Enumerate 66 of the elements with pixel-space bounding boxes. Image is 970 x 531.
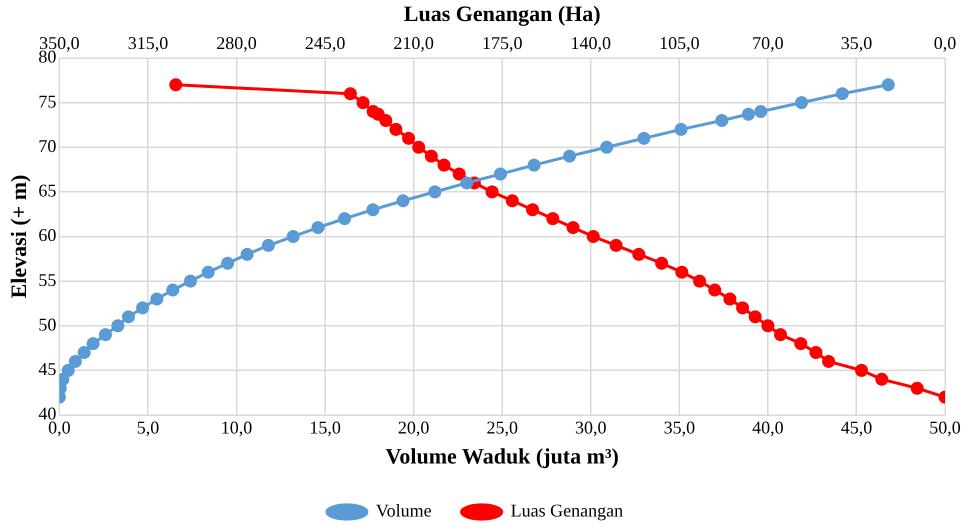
point xyxy=(366,203,380,216)
y-tick-label: 70 xyxy=(38,136,56,156)
point xyxy=(136,301,150,314)
y-tick-label: 55 xyxy=(38,270,56,290)
point xyxy=(111,319,124,332)
x-tick-label: 30,0 xyxy=(575,418,607,438)
point xyxy=(221,256,234,270)
point xyxy=(62,364,75,377)
point xyxy=(338,212,352,226)
point xyxy=(795,96,808,110)
x2-tick-label: 140,0 xyxy=(570,32,612,53)
x-tick-label: 10,0 xyxy=(220,418,252,438)
x2-tick-label: 245,0 xyxy=(304,32,346,53)
point xyxy=(184,274,197,288)
x-tick-label: 35,0 xyxy=(664,418,696,438)
point xyxy=(836,87,849,100)
x2-tick-label: 315,0 xyxy=(128,32,168,53)
point xyxy=(311,221,324,234)
point xyxy=(286,230,300,243)
point xyxy=(428,185,442,198)
point xyxy=(166,284,180,297)
x-tick-label: 45,0 xyxy=(840,418,872,438)
x-tick-label: 50,0 xyxy=(929,418,961,438)
point xyxy=(150,292,164,306)
x2-tick-label: 0,0 xyxy=(934,32,956,53)
point xyxy=(396,194,410,208)
y-tick-label: 65 xyxy=(38,180,56,201)
point xyxy=(202,266,215,279)
point xyxy=(68,354,82,368)
y-tick-label: 50 xyxy=(38,314,56,334)
legend-label: Volume xyxy=(376,500,432,521)
x-tick-label: 40,0 xyxy=(752,418,784,438)
point xyxy=(78,346,91,360)
x2-axis-title: Luas Genangan (Ha) xyxy=(404,0,601,26)
point xyxy=(600,140,614,154)
point xyxy=(460,176,474,190)
point xyxy=(98,328,112,342)
point xyxy=(563,150,576,163)
point xyxy=(528,158,541,172)
x2-tick-label: 210,0 xyxy=(393,32,434,53)
x2-tick-label: 35,0 xyxy=(840,32,872,53)
point xyxy=(122,310,135,324)
y-tick-label: 45 xyxy=(38,359,56,380)
point xyxy=(262,238,275,252)
x2-tick-label: 70,0 xyxy=(752,32,784,53)
point xyxy=(637,132,650,145)
point xyxy=(742,108,755,121)
x2-tick-label: 280,0 xyxy=(216,32,257,53)
x2-tick-label: 175,0 xyxy=(482,32,522,53)
y-axis-title: Elevasi (+ m) xyxy=(6,174,31,298)
x-tick-label: 20,0 xyxy=(398,418,430,438)
point xyxy=(86,337,100,350)
point xyxy=(674,122,688,136)
y-tick-label: 60 xyxy=(38,225,56,246)
point xyxy=(240,248,254,261)
x2-tick-label: 105,0 xyxy=(659,32,700,53)
legend-label: Luas Genangan xyxy=(510,500,624,521)
x-tick-label: 15,0 xyxy=(309,418,341,438)
y-tick-label: 75 xyxy=(38,91,56,112)
point xyxy=(494,168,507,181)
x-tick-label: 25,0 xyxy=(486,418,518,438)
point xyxy=(882,78,895,92)
x-axis-title: Volume Waduk (juta m³) xyxy=(386,443,619,468)
point xyxy=(715,114,728,127)
point xyxy=(754,105,768,118)
x-tick-label: 5,0 xyxy=(136,418,160,438)
